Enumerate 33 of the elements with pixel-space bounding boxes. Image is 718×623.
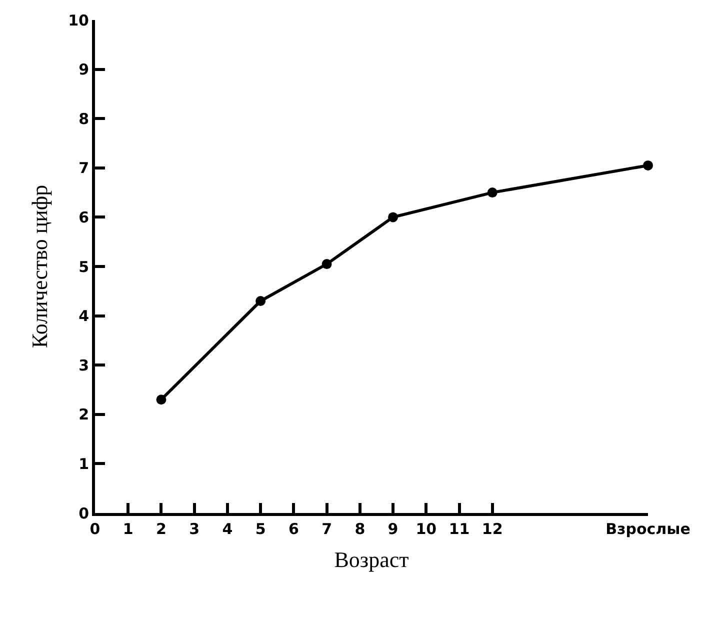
- x-tick-label: 10: [416, 520, 437, 538]
- y-tick-label: 8: [78, 110, 89, 128]
- x-tick-label: 3: [189, 520, 200, 538]
- point: [487, 188, 498, 198]
- point: [643, 160, 653, 170]
- y-axis-title: Количество цифр: [26, 184, 52, 348]
- x-tick-label: 5: [255, 520, 266, 538]
- x-tick-label: 9: [388, 520, 398, 538]
- y-tick-label: 4: [78, 307, 89, 326]
- y-tick-label: 6: [78, 208, 89, 226]
- point: [156, 394, 166, 405]
- x-tick-label: 2: [156, 520, 166, 538]
- x-tick-label: 6: [288, 520, 299, 538]
- y-tick-label: 2: [78, 406, 89, 424]
- y-tick-label: 7: [78, 159, 89, 178]
- y-tick-label: 9: [78, 60, 89, 79]
- y-tick-label: 5: [78, 258, 89, 276]
- x-axis-title: Возраст: [334, 546, 410, 572]
- x-tick-label: 1: [122, 520, 134, 538]
- x-tick-label: 7: [322, 520, 332, 538]
- x-tick-label: 11: [448, 520, 470, 538]
- x-tick-label: 12: [482, 520, 503, 538]
- y-tick-label: 3: [78, 356, 89, 374]
- y-tick-label: 10: [68, 11, 89, 30]
- y-tick-label: 1: [78, 454, 89, 473]
- x-tick-label: 0: [90, 520, 100, 538]
- x-tick-label: 8: [354, 520, 366, 538]
- x-tick-label: Взрослые: [606, 520, 690, 538]
- point: [388, 212, 398, 222]
- y-tick-label: 0: [78, 504, 89, 522]
- point: [256, 296, 266, 306]
- point: [322, 259, 332, 270]
- x-tick-label: 4: [222, 520, 233, 538]
